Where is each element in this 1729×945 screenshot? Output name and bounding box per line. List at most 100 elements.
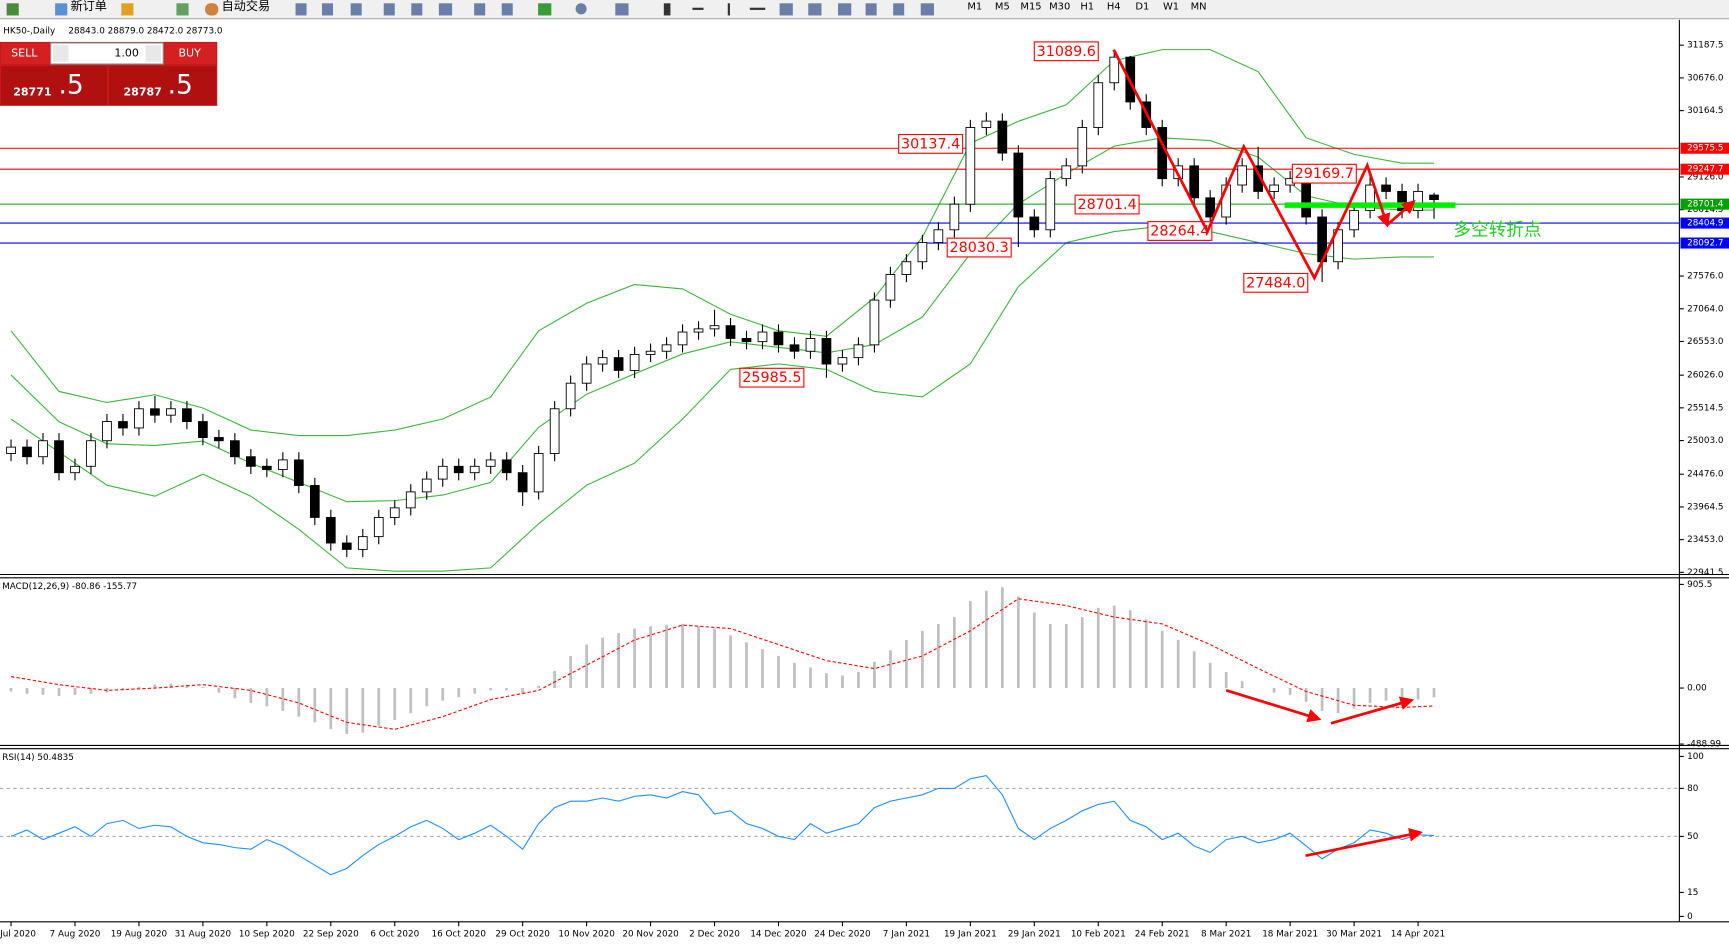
toolbar-icon[interactable] — [615, 3, 629, 16]
price-annotation-box — [946, 237, 1012, 258]
buy-price-fraction[interactable]: .5 — [168, 70, 193, 101]
trend-arrow — [1386, 199, 1416, 226]
toolbar-icon[interactable] — [501, 3, 513, 16]
x-tick-label: 2 Dec 2020 — [689, 929, 740, 939]
timeframe-button[interactable]: H1 — [1080, 2, 1094, 13]
toolbar-icon[interactable] — [538, 3, 552, 16]
auto-trading-icon[interactable] — [205, 3, 219, 16]
sell-price-box[interactable] — [1, 66, 107, 105]
x-tick-label: 29 Jan 2021 — [1008, 929, 1061, 939]
buy-price-box[interactable] — [109, 66, 217, 105]
candle-body — [277, 459, 288, 470]
vline-tool[interactable] — [727, 3, 730, 16]
volume-down[interactable] — [52, 45, 69, 62]
price-annotation-box — [1074, 194, 1140, 215]
volume-value[interactable]: 1.00 — [114, 46, 139, 59]
timeframe-button[interactable]: H4 — [1107, 2, 1121, 13]
candle-body — [645, 350, 656, 355]
y-tick-label: 15 — [1687, 888, 1698, 898]
volume-input[interactable] — [50, 42, 164, 65]
chart-window — [0, 19, 1729, 945]
timeframe-button[interactable]: M30 — [1049, 2, 1070, 13]
ohlc-header: 28843.0 28879.0 28472.0 28773.0 — [68, 26, 223, 36]
y-tick-label: 100 — [1687, 752, 1704, 762]
pivot-note: 多空转折点 — [1453, 219, 1541, 240]
sell-button[interactable] — [1, 43, 50, 64]
toolbar-icon[interactable] — [6, 3, 19, 16]
candle-body — [789, 344, 800, 352]
x-tick-label: 16 Oct 2020 — [431, 929, 486, 939]
x-tick-label: 24 Feb 2021 — [1135, 929, 1190, 939]
candle-body — [1349, 210, 1359, 231]
candle-body — [981, 120, 992, 128]
candle-body — [885, 274, 896, 301]
candle-body — [1061, 165, 1072, 180]
candle-body — [389, 507, 400, 518]
toolbar-icon[interactable] — [808, 3, 822, 16]
candle-body — [1301, 178, 1311, 218]
candle-body — [150, 408, 160, 416]
toolbar-icon[interactable] — [121, 3, 134, 16]
toolbar-icon[interactable] — [295, 3, 307, 16]
toolbar-icon[interactable] — [865, 3, 877, 16]
sell-label[interactable]: SELL — [11, 46, 38, 59]
buy-label[interactable]: BUY — [178, 46, 201, 59]
toolbar-icon[interactable] — [438, 3, 453, 16]
timeframe-button[interactable]: M1 — [967, 2, 982, 13]
buy-button[interactable] — [164, 43, 217, 64]
crosshair-tool[interactable] — [692, 7, 704, 10]
trend-arrow — [1330, 696, 1415, 725]
candle-body — [1381, 184, 1391, 192]
toolbar-icon[interactable] — [321, 3, 334, 16]
candle-body — [597, 357, 608, 365]
x-tick-label: 19 Jan 2021 — [944, 929, 997, 939]
y-tick-label: 27576.0 — [1687, 272, 1724, 282]
y-tick-label: 0 — [1687, 912, 1693, 922]
timeframe-button[interactable]: D1 — [1135, 2, 1149, 13]
candle-body — [965, 127, 976, 205]
candle-body — [1237, 165, 1248, 186]
toolbar-icon[interactable] — [474, 3, 486, 16]
candle-body — [1029, 216, 1040, 231]
level-price-label: 29247.7 — [1687, 165, 1723, 175]
toolbar-icon[interactable] — [176, 3, 189, 16]
buy-price[interactable]: 28787 — [124, 86, 162, 99]
timeframe-button[interactable]: MN — [1191, 2, 1207, 13]
new-order-button[interactable]: 新订单 — [71, 0, 107, 13]
candle-body — [1045, 178, 1056, 231]
new-order-icon[interactable] — [55, 3, 68, 16]
toolbar-icon[interactable] — [838, 3, 852, 16]
sell-price[interactable]: 28771 — [13, 86, 51, 99]
level-price-label: 29575.5 — [1687, 144, 1723, 154]
candle-body — [1077, 127, 1088, 167]
candle-body — [437, 465, 448, 480]
toolbar-icon[interactable] — [779, 3, 793, 16]
x-tick-label: 10 Nov 2020 — [558, 929, 615, 939]
toolbar-icon[interactable] — [350, 3, 362, 16]
timeframe-button[interactable]: W1 — [1163, 2, 1179, 13]
level-price-box — [1680, 198, 1729, 210]
timeframe-button[interactable]: M5 — [995, 2, 1010, 13]
timeframe-button[interactable]: M15 — [1020, 2, 1041, 13]
candle-body — [805, 338, 816, 352]
timeframe-bar: M1 M5 M15 M30 H1 H4 D1 W1 MN — [967, 2, 1206, 13]
toolbar-icon[interactable] — [383, 3, 395, 16]
candle-body — [581, 363, 592, 384]
cursor-tool[interactable] — [663, 3, 671, 16]
toolbar-icon[interactable] — [893, 3, 905, 16]
sell-price-fraction[interactable]: .5 — [58, 70, 83, 101]
level-price-label: 28404.9 — [1687, 219, 1723, 229]
candle-body — [198, 421, 208, 438]
auto-trading-button[interactable]: 自动交易 — [222, 0, 270, 13]
x-tick-label: 7 Jan 2021 — [883, 929, 930, 939]
price-annotation-box — [1243, 272, 1309, 293]
toolbar-icon[interactable] — [920, 3, 934, 16]
candle-body — [214, 437, 224, 442]
hline-tool[interactable] — [749, 7, 766, 10]
toolbar-icon[interactable] — [411, 3, 423, 16]
toolbar-icon[interactable] — [575, 3, 587, 15]
volume-up[interactable] — [145, 45, 161, 62]
price-annotation-box — [1147, 221, 1213, 241]
y-tick-label: 24476.0 — [1687, 470, 1724, 480]
